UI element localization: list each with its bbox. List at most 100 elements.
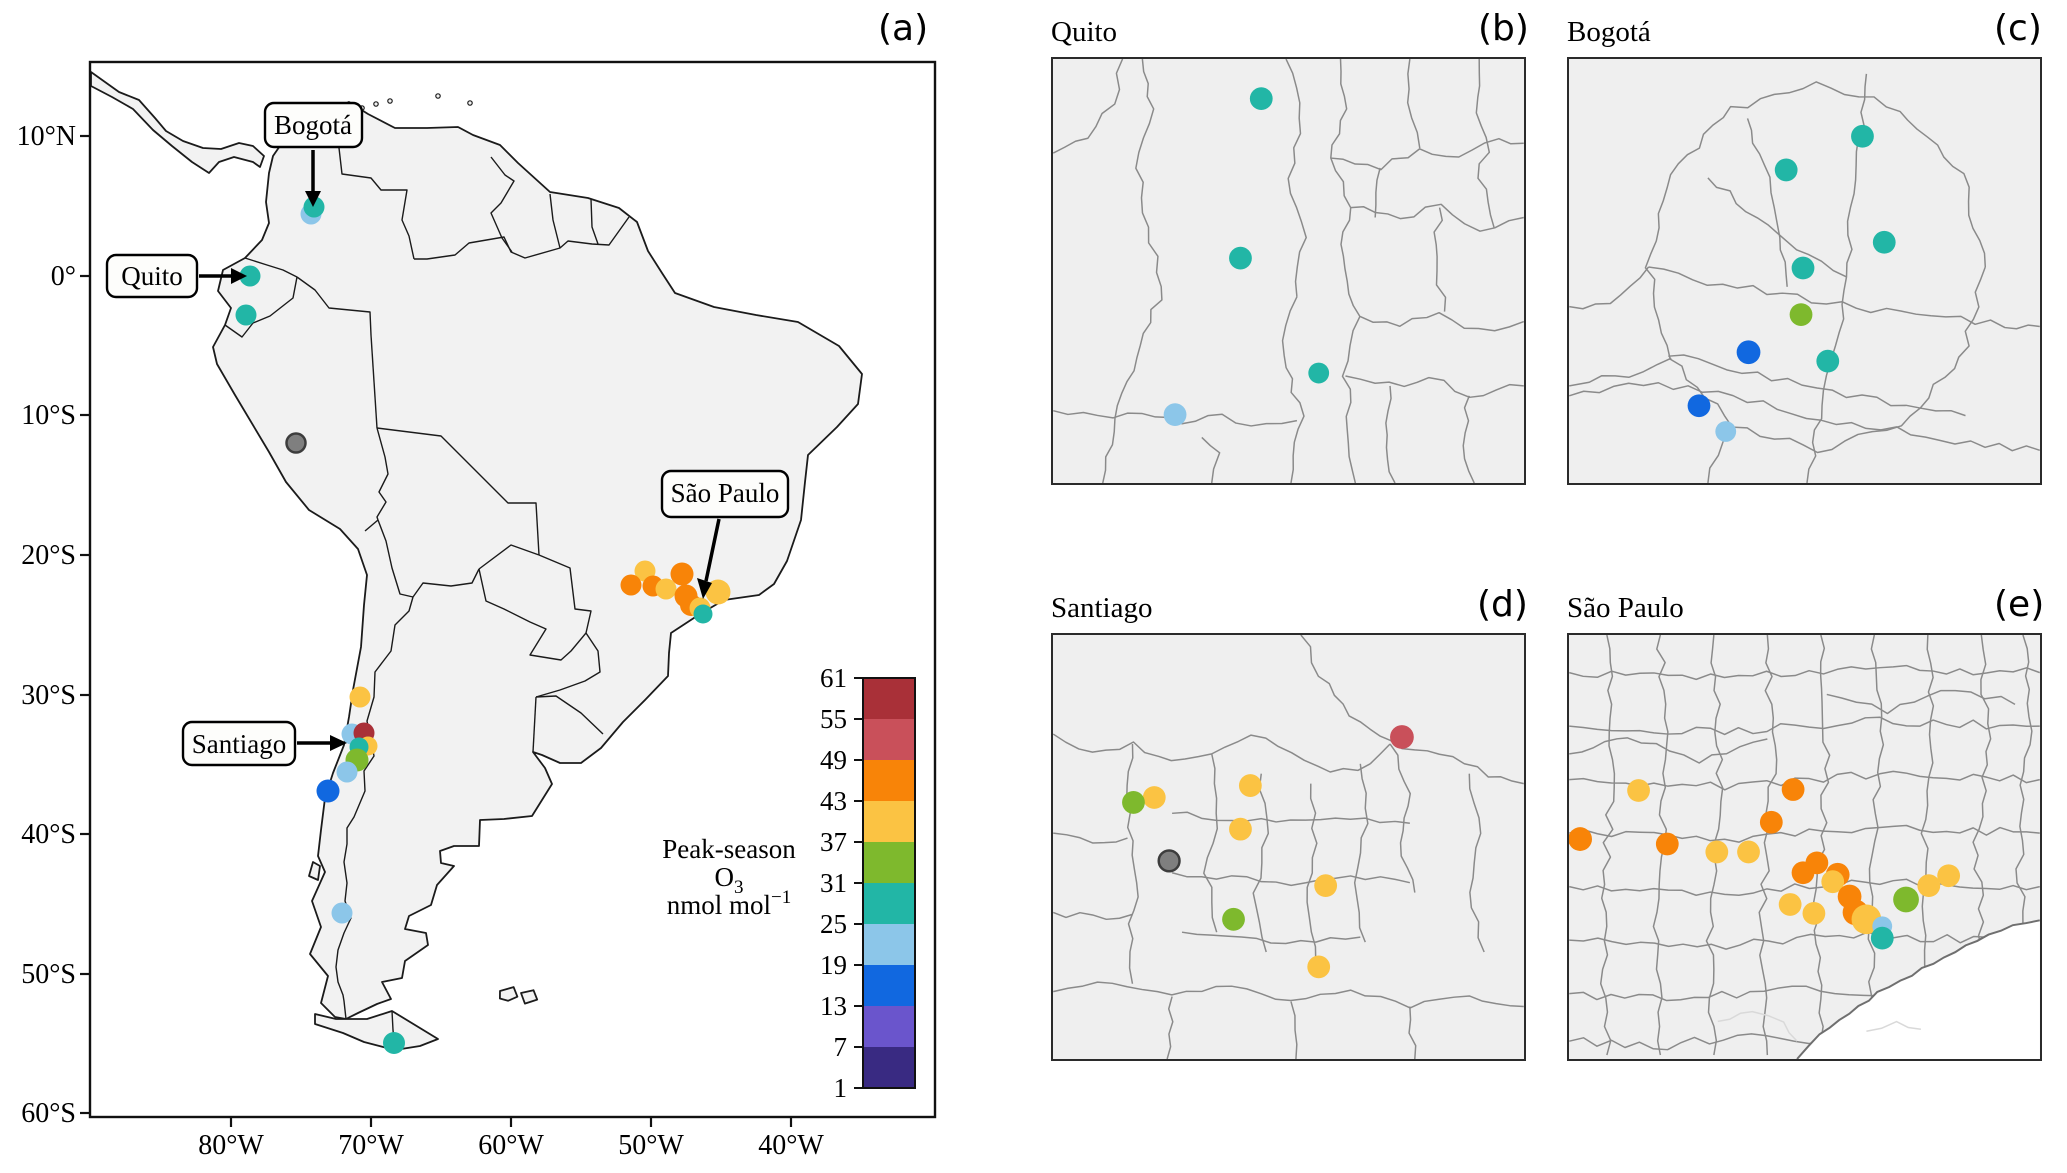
station-marker-teal [1308,362,1330,384]
panel-b-quito-map [1051,57,1526,485]
panel-a-map: 80°W 70°W 60°W 50°W 40°W 10°N 0° 10°S 20°S 30°S 40… [16,60,937,1161]
svg-text:20°S: 20°S [21,540,76,571]
station-marker-orange [1791,861,1815,885]
svg-text:7: 7 [834,1032,848,1062]
station-marker-teal [1229,246,1252,270]
station-marker-teal [1851,124,1874,148]
station-marker-orange [1759,810,1783,834]
station-marker-lightblue [336,761,358,783]
station-marker-teal [693,604,713,624]
station-marker-teal [1872,230,1896,254]
svg-text:61: 61 [820,663,847,693]
svg-text:25: 25 [820,909,847,939]
station-marker-orange [1569,827,1593,851]
station-marker-rose [1390,725,1414,749]
svg-text:43: 43 [820,786,847,816]
city-label-text: Bogotá [274,110,352,140]
city-label-box [660,469,790,519]
panel-e-title: São Paulo [1567,592,1684,624]
svg-text:10°N: 10°N [17,121,76,152]
svg-text:60°W: 60°W [478,1130,544,1161]
station-marker-yellow [1229,817,1252,841]
station-marker-teal [303,196,325,218]
station-marker-lightblue [1715,421,1737,442]
panel-a-letter: (a) [878,8,929,49]
svg-text:40°W: 40°W [758,1130,824,1161]
station-marker-yellow [1307,955,1331,979]
svg-text:50°W: 50°W [618,1130,684,1161]
station-marker-yellow [705,579,731,605]
svg-text:1: 1 [834,1073,848,1103]
svg-text:37: 37 [820,827,847,857]
svg-text:31: 31 [820,868,847,898]
station-marker-green [1222,907,1245,931]
svg-text:30°S: 30°S [21,680,76,711]
svg-text:40°S: 40°S [21,819,76,850]
city-label-text: Santiago [192,729,287,759]
city-label-box [263,101,364,149]
svg-text:19: 19 [820,950,847,980]
station-marker-teal [235,304,257,326]
station-marker-yellow [655,578,677,600]
panel-d-title: Santiago [1051,592,1153,624]
station-marker-teal [1816,349,1840,373]
svg-text:nmol mol−1: nmol mol−1 [667,887,791,920]
station-marker-orange [1781,778,1805,801]
svg-text:Peak-season: Peak-season [662,834,796,864]
station-marker-gray [285,432,307,454]
svg-text:0°: 0° [51,261,76,292]
svg-text:13: 13 [820,991,847,1021]
station-marker-yellow [1802,901,1826,925]
station-marker-orange [670,562,694,586]
station-marker-green [1789,303,1813,326]
station-marker-yellow [1917,874,1941,898]
svg-text:55: 55 [820,704,847,734]
svg-text:50°S: 50°S [21,959,76,990]
station-marker-yellow [1238,774,1262,797]
panel-c-title: Bogotá [1567,16,1651,48]
city-label-text: São Paulo [671,478,780,508]
station-marker-green [1122,791,1145,814]
panel-b-letter: (b) [1478,8,1529,49]
station-marker-orange [1655,832,1679,856]
station-marker-yellow [349,686,371,708]
panel-d-letter: (d) [1477,584,1528,625]
panel-d-santiago-map [1051,633,1526,1061]
panel-e-saopaulo-map [1567,633,2042,1061]
panel-c-letter: (c) [1994,8,2042,49]
station-marker-yellow [1937,864,1961,888]
station-marker-yellow [1705,840,1729,864]
city-label-box [105,253,199,299]
station-marker-blue [1736,340,1761,365]
svg-text:60°S: 60°S [21,1098,76,1129]
panel-c-bogota-map [1567,57,2042,485]
station-marker-blue [1687,394,1711,418]
station-marker-teal [1791,256,1815,280]
station-marker-yellow [1778,893,1802,916]
panel-b-title: Quito [1051,16,1118,48]
station-marker-teal [383,1032,405,1054]
station-marker-teal [1774,158,1798,182]
station-marker-teal [1249,87,1273,111]
station-marker-yellow [1142,786,1166,809]
svg-text:80°W: 80°W [198,1130,264,1161]
svg-text:49: 49 [820,745,847,775]
station-marker-yellow [1314,874,1338,898]
station-marker-orange [620,574,642,596]
station-marker-yellow [1627,779,1650,802]
svg-text:70°W: 70°W [338,1130,404,1161]
panel-e-letter: (e) [1994,584,2045,625]
station-marker-teal [239,265,261,287]
station-marker-yellow [1821,870,1845,894]
station-marker-green [1893,886,1919,913]
station-marker-gray [1157,849,1181,873]
station-marker-lightblue [331,902,353,924]
station-marker-blue [316,779,340,803]
city-label-box [181,720,297,767]
station-marker-lightblue [1163,403,1187,427]
station-marker-yellow [1737,840,1760,864]
svg-text:10°S: 10°S [21,400,76,431]
station-marker-teal [1870,926,1894,950]
city-label-text: Quito [121,261,183,291]
